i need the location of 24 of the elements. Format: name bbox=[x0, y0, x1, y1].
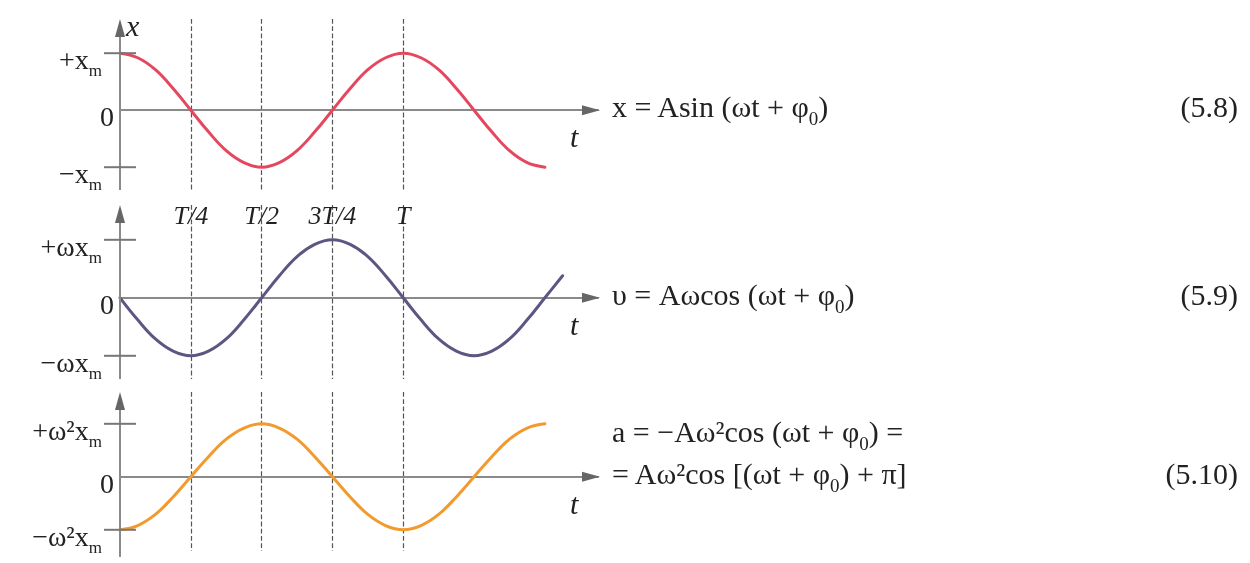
text: −ω²x$_{m}$ bbox=[32, 521, 102, 558]
x-axis-title: t bbox=[570, 120, 579, 154]
text: +x$_{m}$ bbox=[58, 44, 102, 81]
text: (5.9) bbox=[1180, 277, 1238, 312]
x-tick-label: T/2 bbox=[244, 200, 279, 230]
text: x = Asin (ωt + φ$_{0}$) bbox=[612, 90, 829, 130]
text: a = −Aω²cos (ωt + φ$_{0}$) = bbox=[612, 414, 904, 454]
x-tick-label: T bbox=[396, 200, 413, 230]
text: +ωx$_{m}$ bbox=[40, 231, 102, 268]
y-axis-title: x bbox=[125, 8, 140, 42]
text: 0 bbox=[100, 101, 114, 133]
text: = Aω²cos [(ωt + φ$_{0}$) + π] bbox=[612, 456, 907, 496]
text: (5.10) bbox=[1165, 456, 1238, 491]
x-axis-title: t bbox=[570, 307, 579, 341]
x-axis-title: t bbox=[570, 486, 579, 520]
text: +ω²x$_{m}$ bbox=[32, 415, 102, 452]
text: (5.8) bbox=[1180, 90, 1238, 125]
text: υ = Aωcos (ωt + φ$_{0}$) bbox=[612, 277, 855, 317]
text: −ωx$_{m}$ bbox=[40, 347, 102, 384]
x-tick-label: 3T/4 bbox=[307, 200, 357, 230]
text: 0 bbox=[100, 289, 114, 321]
x-tick-label: T/4 bbox=[173, 200, 209, 230]
text: 0 bbox=[100, 468, 114, 500]
text: −x$_{m}$ bbox=[58, 158, 102, 195]
